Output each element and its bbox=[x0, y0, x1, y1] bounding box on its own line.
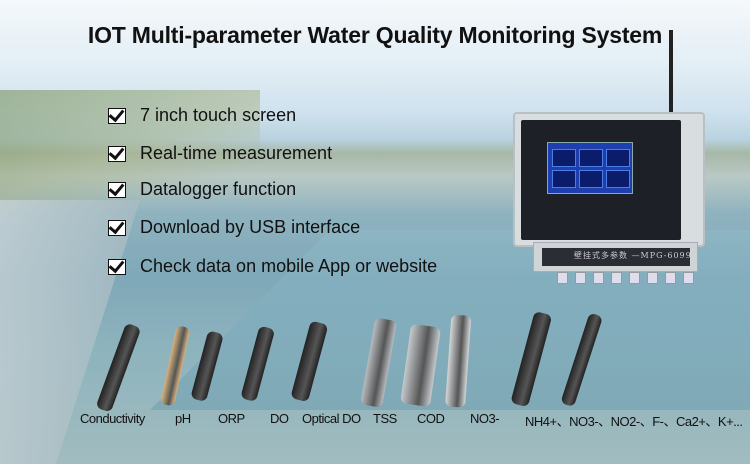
sensor-label: NH4+、NO3-、NO2-、F-、Ca2+、K+... bbox=[525, 414, 743, 429]
checkbox-checked-icon bbox=[108, 219, 126, 236]
sensor-label: DO bbox=[270, 411, 289, 426]
sensor-label: NO3- bbox=[470, 411, 500, 426]
page-title: IOT Multi-parameter Water Quality Monito… bbox=[87, 22, 663, 48]
touch-screen bbox=[547, 142, 633, 194]
feature-label: Check data on mobile App or website bbox=[140, 256, 438, 276]
cable-glands bbox=[557, 272, 694, 284]
sensor-label: Optical DO bbox=[302, 411, 361, 426]
background-hillside bbox=[0, 90, 260, 210]
feature-item: Datalogger function bbox=[108, 179, 296, 200]
feature-item: 7 inch touch screen bbox=[108, 105, 296, 126]
feature-label: Real-time measurement bbox=[140, 143, 333, 163]
device-model-text: 壁挂式多参数 —MPG-6099 bbox=[574, 251, 692, 260]
sensor-label: ORP bbox=[218, 411, 245, 426]
sensor-label: TSS bbox=[373, 411, 397, 426]
feature-label: Datalogger function bbox=[140, 179, 297, 199]
checkbox-checked-icon bbox=[108, 145, 126, 162]
feature-item: Real-time measurement bbox=[108, 143, 332, 164]
sensor-label: pH bbox=[175, 411, 191, 426]
sensor-label: COD bbox=[417, 411, 445, 426]
sensor-label: Conductivity bbox=[80, 411, 145, 426]
checkbox-checked-icon bbox=[108, 107, 126, 124]
feature-label: Download by USB interface bbox=[140, 217, 361, 237]
checkbox-checked-icon bbox=[108, 181, 126, 198]
sensor-probe bbox=[95, 322, 142, 413]
checkbox-checked-icon bbox=[108, 258, 126, 275]
antenna-icon bbox=[669, 30, 673, 114]
device-label-panel: 壁挂式多参数 —MPG-6099 bbox=[533, 242, 698, 272]
device-display-window bbox=[521, 120, 681, 240]
feature-item: Check data on mobile App or website bbox=[108, 256, 437, 277]
monitor-device bbox=[513, 112, 705, 247]
feature-item: Download by USB interface bbox=[108, 217, 360, 238]
feature-label: 7 inch touch screen bbox=[140, 105, 297, 125]
